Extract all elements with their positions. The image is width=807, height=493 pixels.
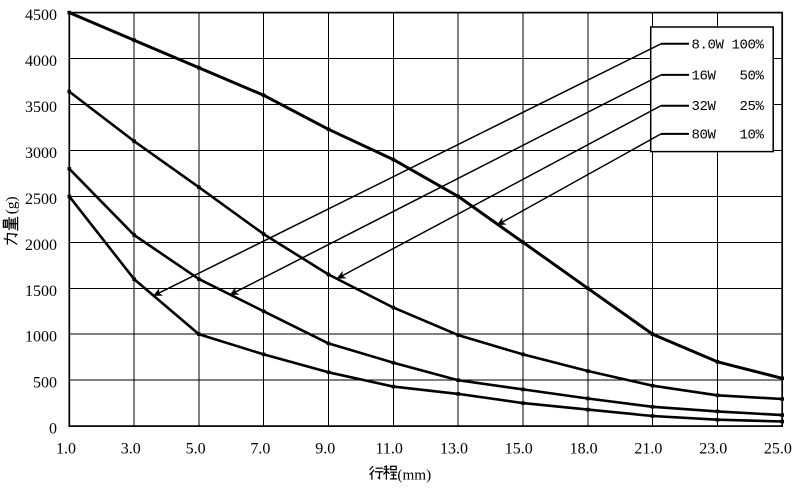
svg-text:3500: 3500 — [25, 99, 57, 116]
svg-text:32W 25%: 32W 25% — [692, 99, 765, 115]
svg-text:3000: 3000 — [25, 145, 57, 162]
svg-text:25.0: 25.0 — [764, 441, 792, 458]
svg-text:0: 0 — [49, 421, 57, 438]
svg-text:1500: 1500 — [25, 283, 57, 300]
svg-text:15.0: 15.0 — [505, 441, 533, 458]
svg-text:5.0: 5.0 — [186, 441, 206, 458]
svg-text:(g): (g) — [3, 196, 20, 214]
svg-text:21.0: 21.0 — [634, 441, 662, 458]
svg-text:11.0: 11.0 — [375, 441, 402, 458]
svg-text:4000: 4000 — [25, 53, 57, 70]
svg-text:13.0: 13.0 — [440, 441, 468, 458]
svg-text:8.0W 100%: 8.0W 100% — [692, 37, 765, 53]
svg-text:500: 500 — [33, 375, 57, 392]
svg-text:3.0: 3.0 — [121, 441, 141, 458]
svg-text:2500: 2500 — [25, 191, 57, 208]
svg-text:1.0: 1.0 — [56, 441, 76, 458]
svg-text:16W 50%: 16W 50% — [692, 68, 765, 84]
svg-text:2000: 2000 — [25, 237, 57, 254]
svg-text:9.0: 9.0 — [315, 441, 335, 458]
svg-text:23.0: 23.0 — [699, 441, 727, 458]
svg-text:18.0: 18.0 — [570, 441, 598, 458]
svg-text:1000: 1000 — [25, 329, 57, 346]
svg-text:80W 10%: 80W 10% — [692, 127, 765, 143]
svg-text:4500: 4500 — [25, 7, 57, 24]
svg-text:(mm): (mm) — [397, 466, 431, 483]
svg-text:7.0: 7.0 — [250, 441, 270, 458]
